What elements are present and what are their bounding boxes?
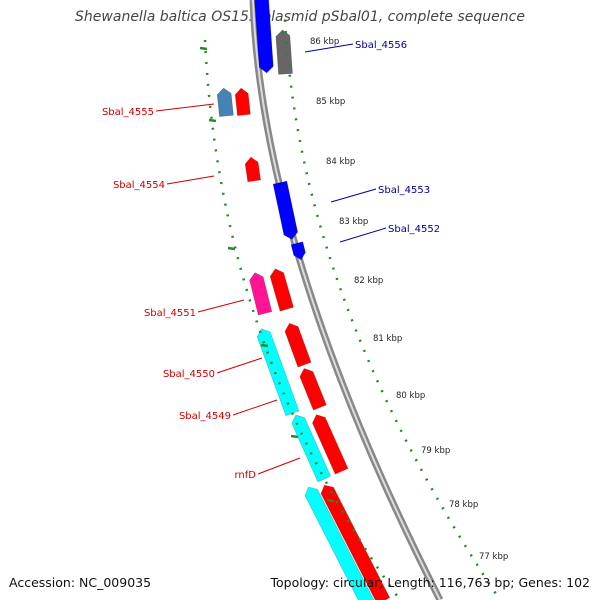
gene-label[interactable]: Sbal_4553 (378, 185, 430, 196)
backbone (249, 0, 444, 600)
label-leader-line (304, 43, 354, 53)
kbp-tick-label: 85 kbp (316, 97, 345, 107)
feature-cog-cyan[interactable] (302, 484, 375, 600)
feature-forward[interactable] (310, 412, 349, 475)
feature-cog-cyan[interactable] (289, 412, 332, 483)
kbp-tick-label: 80 kbp (396, 391, 425, 401)
kbp-tick-label: 83 kbp (339, 217, 368, 227)
gene-label[interactable]: Sbal_4554 (113, 180, 165, 191)
gene-label[interactable]: Sbal_4552 (388, 224, 440, 235)
label-leader-line (166, 175, 215, 185)
kbp-tick-label: 78 kbp (449, 500, 478, 510)
sequence-summary: Topology: circular; Length: 116,763 bp; … (270, 575, 591, 590)
kbp-tick-label: 77 kbp (479, 552, 508, 562)
feature-cog-gray[interactable] (275, 29, 293, 75)
feature-forward[interactable] (298, 366, 327, 411)
label-leader-line (232, 399, 278, 416)
kbp-tick-label: 84 kbp (326, 157, 355, 167)
kbp-tick-label: 86 kbp (310, 37, 339, 47)
major-tick (260, 343, 269, 348)
feature-forward[interactable] (268, 267, 294, 312)
feature-cog-steel[interactable] (216, 87, 234, 117)
label-leader-line (216, 357, 263, 374)
feature-cog-magenta[interactable] (248, 271, 273, 316)
feature-forward[interactable] (318, 482, 391, 600)
feature-forward[interactable] (283, 321, 312, 368)
kbp-tick-label: 82 kbp (354, 276, 383, 286)
feature-reverse[interactable] (253, 0, 274, 74)
kbp-tick-label: 81 kbp (373, 334, 402, 344)
label-leader-line (330, 188, 377, 203)
label-leader-line (197, 299, 245, 313)
map-title: Shewanella baltica OS155 plasmid pSbal01… (75, 9, 525, 25)
inner-tick-track (203, 39, 402, 600)
accession: Accession: NC_009035 (9, 575, 152, 590)
feature-reverse[interactable] (290, 241, 307, 261)
gene-label[interactable]: Sbal_4556 (355, 40, 407, 51)
label-leader-line (339, 227, 387, 243)
feature-reverse[interactable] (272, 180, 299, 241)
major-tick (326, 498, 335, 503)
gene-label[interactable]: Sbal_4555 (102, 107, 154, 118)
major-tick (208, 118, 217, 123)
feature-cog-cyan[interactable] (255, 326, 300, 417)
gene-label[interactable]: rnfD (235, 470, 257, 481)
major-tick (290, 434, 299, 439)
major-tick (199, 46, 208, 51)
feature-forward[interactable] (244, 156, 261, 183)
gene-label[interactable]: Sbal_4551 (144, 308, 196, 319)
gene-label[interactable]: Sbal_4549 (179, 411, 231, 422)
feature-forward[interactable] (234, 87, 251, 116)
label-leader-line (155, 103, 215, 112)
gene-label[interactable]: Sbal_4550 (163, 369, 215, 380)
kbp-tick-label: 79 kbp (421, 446, 450, 456)
label-leader-line (257, 457, 301, 475)
major-tick (227, 246, 236, 251)
